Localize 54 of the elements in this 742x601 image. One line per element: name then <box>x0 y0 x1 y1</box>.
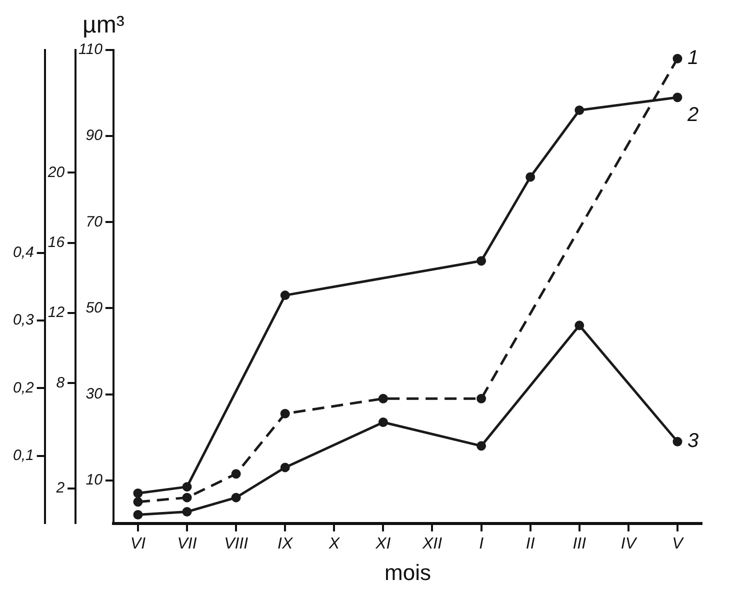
y3-tick-label: 0,4 <box>12 244 34 262</box>
point <box>133 510 143 520</box>
series-label: 3 <box>687 430 699 452</box>
y2-tick-label: 20 <box>46 164 66 181</box>
x-tick-label: XII <box>421 535 443 552</box>
point <box>672 436 682 446</box>
point <box>574 320 584 330</box>
y-tick-label: 90 <box>86 127 104 144</box>
point <box>182 482 192 492</box>
point <box>574 106 584 115</box>
y2-tick-label: 12 <box>48 304 66 322</box>
point <box>476 256 486 266</box>
x-tick-label: II <box>526 535 536 552</box>
point <box>280 290 290 300</box>
point <box>182 492 192 502</box>
x-tick-label: VII <box>177 535 198 552</box>
point <box>672 92 682 102</box>
x-tick-label: V <box>672 535 684 552</box>
point <box>476 394 486 404</box>
point <box>672 54 682 64</box>
y-axis-title: µm³ <box>82 12 124 39</box>
series-label: 2 <box>686 104 699 126</box>
point <box>182 507 192 517</box>
point <box>378 394 388 404</box>
y-tick-label: 50 <box>86 299 104 316</box>
x-tick-label: I <box>479 535 484 552</box>
x-tick-label: IV <box>620 535 638 552</box>
x-tick-label: III <box>572 535 587 552</box>
y2-tick-label: 8 <box>56 374 66 392</box>
point <box>378 418 388 428</box>
x-tick-label: VIII <box>224 535 249 552</box>
y3-tick-label: 0,3 <box>12 312 34 329</box>
point <box>231 492 241 502</box>
point <box>280 462 290 472</box>
point <box>280 408 290 418</box>
point <box>231 469 241 479</box>
y2-tick-label: 16 <box>48 234 66 252</box>
point <box>476 441 486 451</box>
y3-tick-label: 0,2 <box>12 379 34 396</box>
y-tick-label: 110 <box>78 41 104 58</box>
y3-tick-label: 0,1 <box>12 446 34 464</box>
x-tick-label: XI <box>374 535 392 552</box>
y2-tick-label: 2 <box>55 480 66 497</box>
x-tick-label: X <box>328 535 341 552</box>
y-tick-label: 70 <box>86 213 104 230</box>
point <box>133 497 143 507</box>
y-tick-label: 30 <box>86 385 104 402</box>
x-tick-label: IX <box>278 535 294 552</box>
y-tick-label: 10 <box>86 472 104 489</box>
point <box>133 488 143 498</box>
point <box>526 172 536 182</box>
x-axis-title: mois <box>384 560 431 585</box>
series-label: 1 <box>687 47 699 70</box>
x-tick-label: VI <box>130 535 146 552</box>
